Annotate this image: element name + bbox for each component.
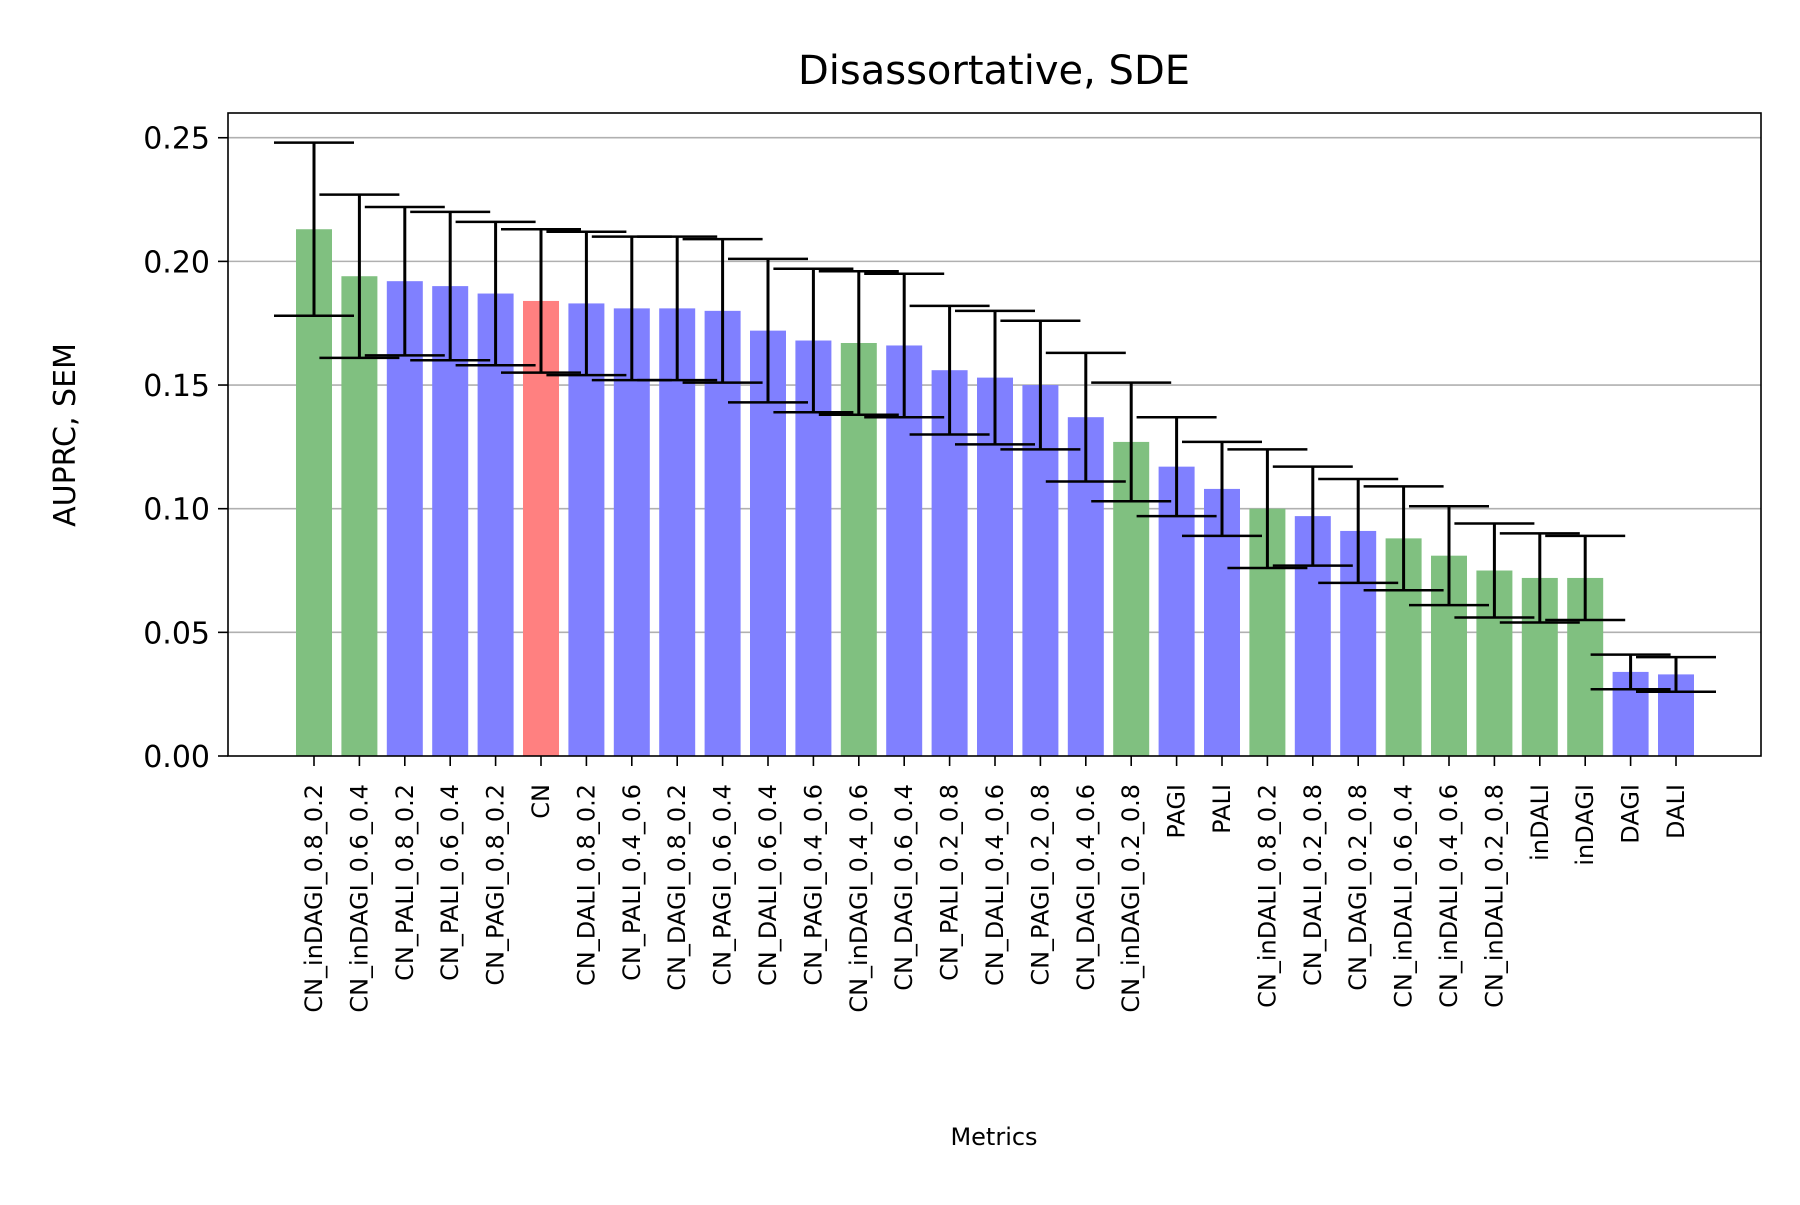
x-tick-label: CN_inDAGI_0.6_0.4 [345, 784, 373, 1013]
x-tick-label: CN_PALI_0.6_0.4 [436, 784, 464, 981]
x-axis-ticks: CN_inDAGI_0.8_0.2 CN_inDAGI_0.6_0.4 CN_PAL… [300, 756, 1690, 1013]
y-tick-label: 0.20 [143, 245, 210, 280]
x-tick-label: CN_PAGI_0.8_0.2 [482, 784, 510, 986]
x-tick-label: CN_DALI_0.4_0.6 [981, 784, 1009, 986]
y-axis-label: AUPRC, SEM [48, 343, 83, 527]
bars [296, 229, 1694, 756]
x-tick-label: CN_PAGI_0.6_0.4 [709, 784, 737, 986]
y-tick-label: 0.15 [143, 369, 210, 404]
y-tick-label: 0.10 [143, 493, 210, 528]
x-tick-label: DALI [1662, 784, 1690, 839]
x-tick-label: CN_PALI_0.2_0.8 [936, 784, 964, 981]
x-tick-label: CN_DALI_0.2_0.8 [1299, 784, 1327, 986]
x-tick-label: CN_inDAGI_0.2_0.8 [1117, 784, 1145, 1013]
x-tick-label: CN_DALI_0.6_0.4 [754, 784, 782, 986]
x-tick-label: CN_DAGI_0.4_0.6 [1072, 784, 1100, 991]
x-tick-label: CN_PAGI_0.2_0.8 [1026, 784, 1054, 986]
x-tick-label: CN_PALI_0.8_0.2 [391, 784, 419, 981]
bar [613, 308, 650, 756]
x-tick-label: inDALI [1526, 784, 1554, 861]
x-tick-label: CN_DAGI_0.2_0.8 [1344, 784, 1372, 991]
x-tick-label: CN_inDALI_0.8_0.2 [1253, 784, 1281, 1008]
y-tick-label: 0.05 [143, 616, 210, 651]
y-axis-ticks: 0.00 0.05 0.10 0.15 0.20 0.25 [143, 122, 228, 775]
x-tick-label: DAGI [1617, 784, 1645, 844]
x-tick-label: CN_inDAGI_0.8_0.2 [300, 784, 328, 1013]
error-bars [274, 141, 1716, 693]
x-tick-label: CN_inDAGI_0.4_0.6 [845, 784, 873, 1013]
bar [523, 300, 559, 756]
x-tick-label: PALI [1208, 784, 1236, 834]
chart-title: Disassortative, SDE [798, 48, 1190, 94]
x-tick-label: inDAGI [1571, 784, 1599, 866]
bar [704, 310, 741, 756]
y-tick-label: 0.00 [143, 740, 210, 775]
x-tick-label: CN_inDALI_0.6_0.4 [1390, 784, 1418, 1008]
x-tick-label: PAGI [1163, 784, 1191, 839]
x-tick-label: CN_PALI_0.4_0.6 [618, 784, 646, 981]
x-tick-label: CN_DAGI_0.6_0.4 [890, 784, 918, 991]
y-tick-label: 0.25 [143, 122, 210, 157]
x-tick-label: CN_inDALI_0.2_0.8 [1480, 784, 1508, 1008]
bar [477, 293, 514, 756]
x-tick-label: CN_inDALI_0.4_0.6 [1435, 784, 1463, 1008]
x-tick-label: CN_DAGI_0.8_0.2 [663, 784, 691, 991]
x-tick-label: CN [527, 784, 555, 819]
x-tick-label: CN_PAGI_0.4_0.6 [799, 784, 827, 986]
x-axis-label: Metrics [950, 1123, 1037, 1151]
x-tick-label: CN_DALI_0.8_0.2 [572, 784, 600, 986]
